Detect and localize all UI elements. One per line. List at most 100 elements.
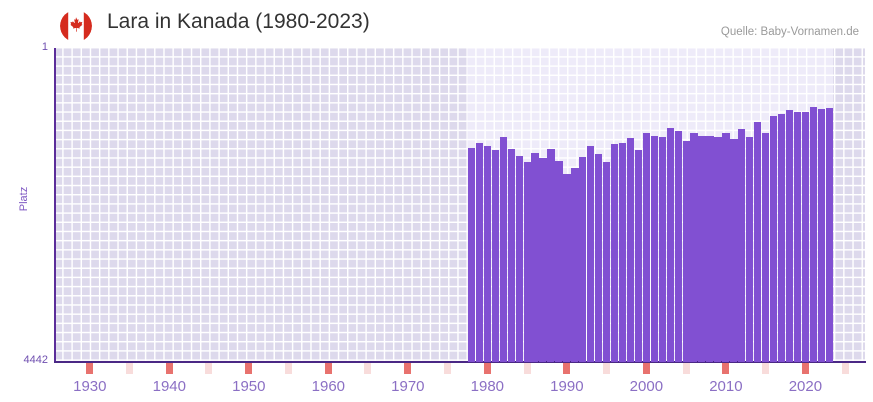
x-axis-minortick-1982: [499, 357, 507, 362]
x-axis-minortick-2010: [722, 357, 730, 362]
x-axis-minortick-2015: [762, 357, 770, 362]
x-axis-minortick-1991: [571, 357, 579, 362]
bar-2010: [722, 133, 730, 362]
bar-1987: [539, 158, 547, 362]
x-tickmark-minor-2005: [682, 363, 690, 374]
x-axis-tick-label-1960: 1960: [311, 378, 346, 395]
x-axis-minortick-2017: [777, 357, 785, 362]
bar-2014: [754, 122, 762, 362]
x-tickmark-minor-2015: [762, 363, 770, 374]
x-axis-tick-label-1970: 1970: [391, 378, 425, 395]
y-axis-label: Platz: [18, 186, 30, 212]
x-axis-tick-label-1940: 1940: [152, 378, 186, 395]
x-axis-minortick-2006: [690, 357, 698, 362]
bar-2009: [714, 137, 722, 362]
x-axis-line: [54, 361, 866, 363]
bar-2006: [690, 133, 698, 362]
x-tickmark-1930: [86, 363, 94, 374]
y-axis-tick-top: 1: [41, 41, 48, 53]
x-tickmark-1950: [245, 363, 253, 374]
bar-2017: [777, 113, 786, 362]
x-tickmark-2020: [801, 363, 809, 374]
x-axis-minortick-1980: [483, 357, 491, 362]
x-axis-minortick-1989: [555, 357, 563, 362]
plot-area: [54, 48, 865, 362]
bar-1985: [523, 161, 531, 362]
bar-2016: [769, 115, 778, 362]
x-axis-tick-label-1930: 1930: [73, 378, 107, 395]
x-tickmark-minor-1935: [125, 363, 133, 374]
x-axis-minortick-2023: [825, 357, 833, 362]
x-axis-minortick-2001: [650, 357, 658, 362]
x-axis-minortick-1986: [531, 357, 539, 362]
bar-1998: [626, 138, 635, 362]
bar-1993: [587, 145, 595, 362]
x-axis-minortick-2016: [769, 357, 777, 362]
bar-1983: [507, 148, 515, 362]
bar-1978: [467, 147, 476, 362]
x-axis-minortick-1983: [507, 357, 515, 362]
bar-2002: [658, 136, 666, 362]
chart-header: Lara in Kanada (1980-2023) Quelle: Baby-…: [0, 0, 873, 46]
x-axis-minortick-1998: [626, 357, 634, 362]
x-axis-minortick-2013: [746, 357, 754, 362]
x-axis-minortick-1985: [523, 357, 531, 362]
x-axis-minortick-2009: [714, 357, 722, 362]
bar-2020: [801, 112, 810, 362]
bar-1992: [579, 157, 587, 362]
bar-2015: [762, 133, 770, 362]
x-axis-minortick-2018: [785, 357, 793, 362]
x-tickmark-2000: [642, 363, 650, 374]
bar-2023: [825, 107, 833, 362]
x-tickmark-minor-1995: [603, 363, 611, 374]
bar-1982: [499, 136, 507, 362]
bar-2021: [809, 107, 818, 362]
x-axis-minortick-2012: [738, 357, 746, 362]
bar-2001: [650, 136, 659, 362]
x-axis-minortick-2022: [817, 357, 825, 362]
x-axis-tick-label-2010: 2010: [709, 378, 743, 395]
x-tickmark-minor-1965: [364, 363, 372, 374]
page-title: Lara in Kanada (1980-2023): [107, 10, 370, 33]
bar-1994: [595, 154, 603, 362]
y-axis-line: [54, 48, 56, 363]
x-axis-minortick-1999: [634, 357, 642, 362]
x-axis-minortick-1987: [539, 357, 547, 362]
y-axis-tick-bottom: 4442: [23, 354, 48, 366]
bar-2000: [642, 132, 651, 362]
bar-1979: [475, 142, 484, 362]
x-tickmark-2010: [722, 363, 730, 374]
x-axis-minortick-1990: [563, 357, 571, 362]
bar-1981: [491, 149, 499, 362]
x-axis-minortick-2003: [666, 357, 674, 362]
x-axis-minortick-1979: [475, 357, 483, 362]
x-axis-minortick-1981: [491, 357, 499, 362]
bar-1996: [610, 144, 619, 362]
x-axis-minortick-1992: [579, 357, 587, 362]
x-axis-minortick-2000: [642, 357, 650, 362]
canada-flag-icon: [60, 10, 92, 42]
x-tickmark-minor-1955: [284, 363, 292, 374]
x-axis-minortick-1997: [618, 357, 626, 362]
x-axis-tick-label-1950: 1950: [232, 378, 266, 395]
bar-series: [54, 48, 865, 362]
x-axis-minortick-1996: [610, 357, 618, 362]
x-axis-tick-label-2000: 2000: [629, 378, 664, 395]
x-tickmark-1940: [165, 363, 173, 374]
bar-1995: [603, 162, 611, 362]
bar-2022: [817, 109, 825, 362]
x-axis-tick-label-2020: 2020: [788, 378, 823, 395]
bar-2013: [746, 137, 754, 362]
x-axis-tick-label-1980: 1980: [470, 378, 505, 395]
x-axis-minortick-2020: [801, 357, 809, 362]
bar-1984: [515, 155, 523, 362]
x-tickmark-minor-2025: [841, 363, 849, 374]
x-tickmark-1970: [404, 363, 412, 374]
bar-1990: [563, 173, 571, 362]
bar-2008: [706, 135, 714, 362]
x-axis-minortick-1984: [515, 357, 523, 362]
bar-1991: [571, 168, 579, 362]
bar-2003: [666, 127, 674, 362]
x-axis-minortick-1993: [587, 357, 595, 362]
